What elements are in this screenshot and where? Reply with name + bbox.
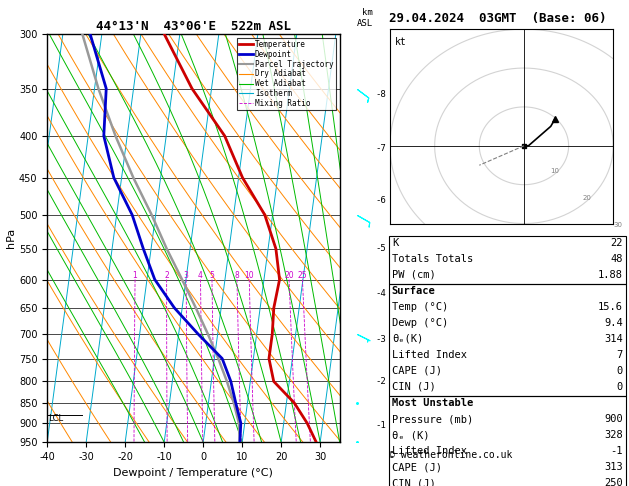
Title: 44°13'N  43°06'E  522m ASL: 44°13'N 43°06'E 522m ASL [96, 20, 291, 33]
Text: CAPE (J): CAPE (J) [392, 366, 442, 376]
Text: 314: 314 [604, 334, 623, 344]
Text: -8: -8 [375, 90, 386, 99]
Text: Most Unstable: Most Unstable [392, 398, 473, 408]
Text: θₑ (K): θₑ (K) [392, 430, 430, 440]
Text: LCL: LCL [48, 414, 64, 423]
Text: Totals Totals: Totals Totals [392, 254, 473, 264]
Text: Temp (°C): Temp (°C) [392, 302, 448, 312]
Text: 250: 250 [604, 478, 623, 486]
Text: Pressure (mb): Pressure (mb) [392, 414, 473, 424]
Text: 900: 900 [604, 414, 623, 424]
Text: 20: 20 [582, 195, 591, 201]
Text: -3: -3 [375, 335, 386, 344]
Text: 3: 3 [184, 271, 189, 279]
Text: km
ASL: km ASL [357, 8, 372, 28]
Text: 328: 328 [604, 430, 623, 440]
Text: 0: 0 [616, 382, 623, 392]
Text: 4: 4 [198, 271, 203, 279]
Text: 29.04.2024  03GMT  (Base: 06): 29.04.2024 03GMT (Base: 06) [389, 12, 606, 25]
Text: Dewp (°C): Dewp (°C) [392, 318, 448, 328]
X-axis label: Dewpoint / Temperature (°C): Dewpoint / Temperature (°C) [113, 468, 274, 478]
Text: 1: 1 [133, 271, 137, 279]
Text: -1: -1 [375, 420, 386, 430]
Text: 15.6: 15.6 [598, 302, 623, 312]
Text: 10: 10 [245, 271, 254, 279]
Text: 30: 30 [613, 223, 622, 228]
Text: -2: -2 [375, 377, 386, 386]
Text: Lifted Index: Lifted Index [392, 350, 467, 360]
Text: Surface: Surface [392, 286, 436, 296]
Text: 22: 22 [610, 238, 623, 248]
Text: 2: 2 [164, 271, 169, 279]
Text: © weatheronline.co.uk: © weatheronline.co.uk [389, 450, 512, 460]
Text: -6: -6 [375, 196, 386, 205]
Text: 8: 8 [235, 271, 239, 279]
Legend: Temperature, Dewpoint, Parcel Trajectory, Dry Adiabat, Wet Adiabat, Isotherm, Mi: Temperature, Dewpoint, Parcel Trajectory… [237, 38, 336, 110]
Text: 20: 20 [284, 271, 294, 279]
Text: CAPE (J): CAPE (J) [392, 462, 442, 472]
Text: 5: 5 [209, 271, 214, 279]
Text: -7: -7 [375, 144, 386, 154]
Text: 1.88: 1.88 [598, 270, 623, 280]
Text: 25: 25 [298, 271, 307, 279]
Text: -4: -4 [375, 290, 386, 298]
Text: -1: -1 [610, 446, 623, 456]
Text: 9.4: 9.4 [604, 318, 623, 328]
Text: 7: 7 [616, 350, 623, 360]
Y-axis label: hPa: hPa [6, 228, 16, 248]
Text: K: K [392, 238, 398, 248]
Text: 313: 313 [604, 462, 623, 472]
Text: 48: 48 [610, 254, 623, 264]
Text: 0: 0 [616, 366, 623, 376]
Text: CIN (J): CIN (J) [392, 382, 436, 392]
Text: Lifted Index: Lifted Index [392, 446, 467, 456]
Text: CIN (J): CIN (J) [392, 478, 436, 486]
Text: kt: kt [394, 37, 406, 47]
Text: 10: 10 [551, 168, 560, 174]
Text: PW (cm): PW (cm) [392, 270, 436, 280]
Text: θₑ(K): θₑ(K) [392, 334, 423, 344]
Text: -5: -5 [375, 244, 386, 253]
